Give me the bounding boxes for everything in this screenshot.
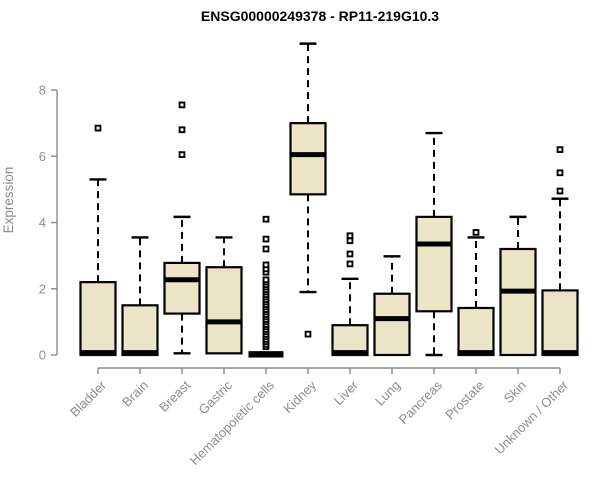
box-unknown-other (541, 146, 579, 357)
x-tick-label-breast: Breast (156, 377, 193, 414)
x-tick-label-lung: Lung (372, 378, 403, 409)
outlier-point (262, 276, 270, 284)
box-prostate (457, 229, 495, 357)
box-skin (499, 215, 537, 357)
box-lung (373, 255, 411, 357)
x-tick-label-brain: Brain (119, 378, 151, 410)
outlier-point (178, 101, 186, 109)
y-tick-label-0: 0 (39, 348, 46, 363)
outlier-point (472, 229, 480, 236)
outlier-point (262, 215, 270, 223)
box-breast (163, 101, 201, 355)
outlier-point (262, 261, 270, 269)
box-brain (121, 236, 159, 357)
box-liver (331, 232, 369, 357)
iqr-box (205, 266, 243, 355)
y-tick-label-6: 6 (39, 149, 46, 164)
box-gastric (205, 236, 243, 355)
x-tick-label-pancreas: Pancreas (396, 377, 446, 427)
x-axis (97, 367, 561, 374)
iqr-box (289, 122, 327, 196)
box-bladder (79, 124, 117, 357)
y-axis (51, 89, 58, 356)
x-tick-label-bladder: Bladder (67, 377, 110, 420)
iqr-box (121, 304, 159, 357)
outlier-point (178, 126, 186, 134)
iqr-box (373, 292, 411, 357)
iqr-box (79, 281, 117, 357)
outlier-point (178, 151, 186, 158)
outlier-point (556, 169, 564, 177)
y-tick-label-4: 4 (39, 215, 46, 230)
x-tick-label-skin: Skin (501, 378, 529, 406)
outlier-point (346, 250, 354, 258)
box-kidney (289, 42, 327, 338)
collapsed-box (248, 351, 284, 358)
outlier-point (556, 187, 564, 195)
iqr-box (499, 247, 537, 357)
x-tick-label-kidney: Kidney (280, 377, 319, 416)
y-axis-label: Expression (1, 167, 16, 234)
iqr-box (163, 261, 201, 315)
x-tick-label-liver: Liver (331, 377, 362, 408)
outlier-point (556, 146, 564, 153)
iqr-box (415, 215, 453, 313)
box-hematopoietic-cells (248, 215, 284, 358)
iqr-box (541, 289, 579, 357)
chart-title: ENSG00000249378 - RP11-219G10.3 (200, 8, 440, 24)
outlier-point (262, 245, 270, 253)
outlier-point (304, 330, 312, 338)
outlier-point (94, 124, 102, 132)
iqr-box (457, 306, 495, 357)
y-tick-label-8: 8 (39, 83, 46, 98)
x-tick-label-gastric: Gastric (195, 377, 235, 417)
y-tick-labels: 0 2 4 6 8 (39, 83, 46, 363)
box-pancreas (415, 131, 453, 357)
outlier-point (346, 260, 354, 268)
iqr-box (331, 324, 369, 357)
outlier-point (262, 235, 270, 243)
x-tick-label-unknown-other: Unknown / Other (492, 377, 572, 457)
x-tick-label-prostate: Prostate (442, 378, 487, 423)
outlier-point (346, 232, 354, 240)
y-tick-label-2: 2 (39, 281, 46, 296)
